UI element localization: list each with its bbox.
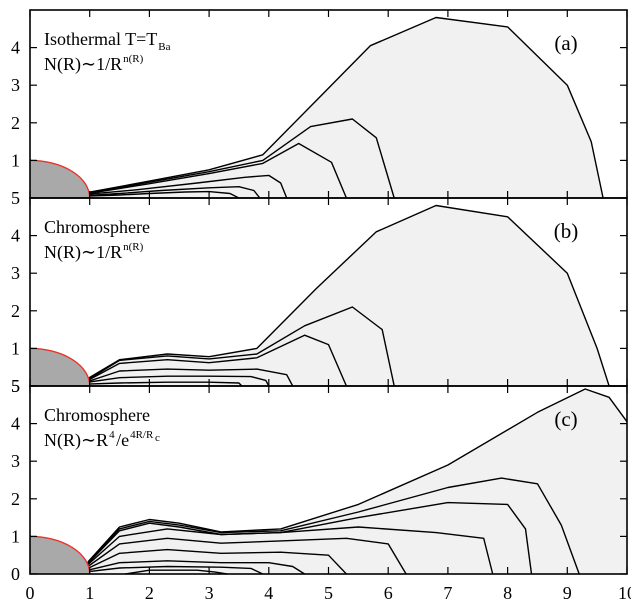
annotation-line2: N(R)∼1/R [44,242,122,263]
contour-line-1 [87,186,261,199]
x-tick-label: 10 [618,583,631,603]
y-tick-label: 2 [11,489,20,509]
contour-line-6 [87,501,533,575]
contour-line-8 [87,388,628,563]
contour-line-2 [87,368,294,387]
y-tick-label: 5 [11,376,20,396]
contour-line-0 [87,190,240,199]
annotation-line1: Chromosphere [44,405,150,425]
y-tick-label: 4 [11,226,20,246]
panel-label: (c) [554,407,577,431]
y-tick-label: 1 [11,150,20,170]
panel-label: (a) [554,31,577,55]
contour-line-1 [87,375,270,387]
x-tick-label: 9 [563,583,572,603]
contour-line-7 [87,477,580,575]
annotation-subscript: Ba [158,41,170,53]
contour-line-1 [87,565,264,575]
annotation-line2: N(R)∼1/R [44,54,122,75]
y-tick-label: 4 [11,38,20,58]
annotation-line1: Chromosphere [44,217,150,237]
x-tick-label: 3 [205,583,214,603]
star-edge [29,159,91,199]
contour-line-5 [87,16,604,199]
star-disc [30,536,90,574]
y-tick-label: 4 [11,414,20,434]
contour-line-2 [87,560,305,575]
contour-line-2 [87,174,288,199]
star-edge [29,347,91,387]
panel-1: 5 1 2 3 4 (b) Chromosphere N(R)∼1/R n(R) [11,197,628,396]
contour-line-5 [87,204,627,387]
y-tick-label: 5 [11,376,20,396]
contour-line-0 [87,381,243,387]
x-tick-label: 7 [443,583,452,603]
y-tick-label: 0 [11,564,20,584]
contour-line-0 [125,569,228,575]
annotation-superscript: n(R) [123,53,144,65]
x-tick-label: 4 [264,583,273,603]
y-tick-label: 1 [11,338,20,358]
filled-region [87,205,627,386]
contour-line-3 [87,142,348,199]
x-tick-label: 1 [85,583,94,603]
y-tick-label: 3 [11,263,20,283]
annotation-mid: /e [116,430,129,450]
y-tick-label: 5 [11,188,20,208]
contour-line-3 [87,548,347,575]
annotation-line1: Isothermal T=T [44,29,157,49]
annotation-superscript-2: 4R/R [130,429,154,441]
contour-line-3 [87,334,348,387]
annotation-superscript: 4 [109,429,115,441]
star-disc [30,160,90,198]
y-tick-label: 3 [11,451,20,471]
contour-line-4 [87,537,407,575]
x-tick-label: 2 [145,583,154,603]
filled-region [87,17,604,198]
y-tick-label: 2 [11,113,20,133]
x-tick-label: 0 [26,583,35,603]
star-disc [30,348,90,386]
y-tick-label: 2 [11,301,20,321]
panel-0: 5 1 2 3 4 (a) Isothermal T=T Ba N(R)∼1/R n(R) [11,9,628,208]
annotation-superscript: n(R) [123,241,144,253]
x-tick-label: 6 [384,583,393,603]
panel-label: (b) [554,219,579,243]
y-tick-label: 3 [11,75,20,95]
x-tick-label: 5 [324,583,333,603]
contour-line-4 [87,306,395,387]
star-edge [29,535,91,575]
panel-2: 501234012345678910(c)ChromosphereN(R)∼R4… [11,376,631,603]
contour-line-4 [87,118,395,199]
x-tick-label: 8 [503,583,512,603]
annotation-line2: N(R)∼R [44,430,108,451]
y-tick-label: 1 [11,526,20,546]
annotation-sub-sub: c [155,432,160,444]
filled-region [87,389,627,574]
